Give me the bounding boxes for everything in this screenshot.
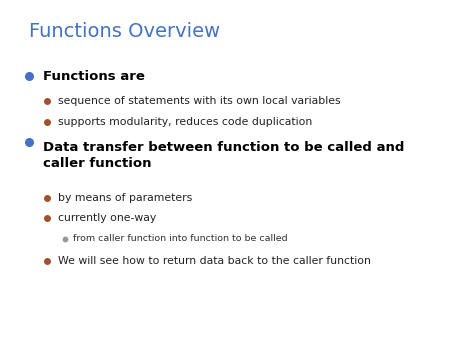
Text: Functions Overview: Functions Overview: [29, 22, 220, 41]
Text: by means of parameters: by means of parameters: [58, 193, 193, 203]
Text: from caller function into function to be called: from caller function into function to be…: [73, 235, 288, 243]
Text: Data transfer between function to be called and
caller function: Data transfer between function to be cal…: [43, 141, 404, 170]
Text: currently one-way: currently one-way: [58, 213, 157, 223]
Text: supports modularity, reduces code duplication: supports modularity, reduces code duplic…: [58, 117, 313, 127]
Text: sequence of statements with its own local variables: sequence of statements with its own loca…: [58, 96, 341, 106]
Text: We will see how to return data back to the caller function: We will see how to return data back to t…: [58, 256, 371, 266]
Text: Functions are: Functions are: [43, 70, 144, 82]
